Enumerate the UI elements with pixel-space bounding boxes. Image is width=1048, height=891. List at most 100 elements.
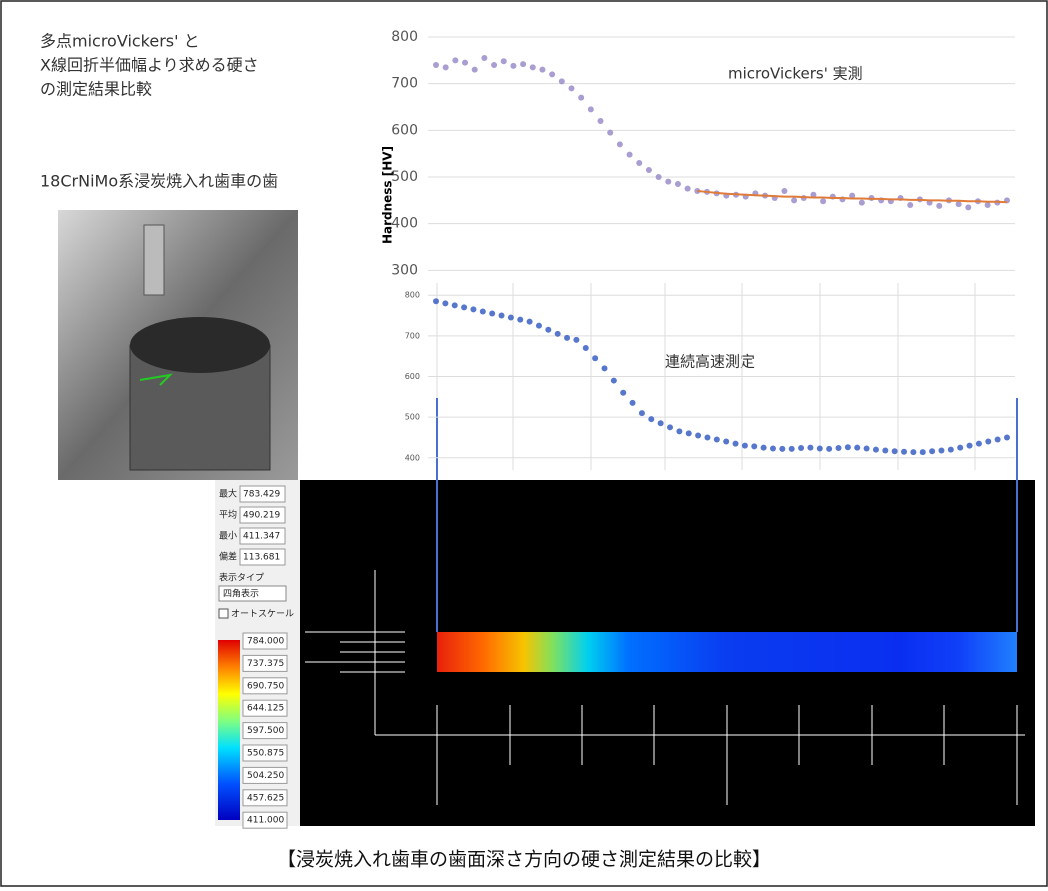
specimen xyxy=(130,317,270,373)
annotation: microVickers' 実測 xyxy=(728,65,863,83)
point xyxy=(598,118,604,124)
point xyxy=(510,63,516,69)
header: 多点microVickers' と X線回折半価幅より求める硬さ の測定結果比較… xyxy=(40,32,278,191)
colorbar-label: 784.000 xyxy=(247,637,284,647)
point xyxy=(675,181,681,187)
point xyxy=(501,58,507,64)
point xyxy=(520,61,526,67)
point xyxy=(530,64,536,70)
point xyxy=(826,446,832,452)
point xyxy=(472,67,478,73)
point xyxy=(491,62,497,68)
stat-label: 最大 xyxy=(219,488,237,500)
point xyxy=(470,306,476,312)
point xyxy=(499,313,505,319)
y-tick-label: 600 xyxy=(405,372,420,381)
y-tick-label: 800 xyxy=(391,29,418,45)
point xyxy=(517,317,523,323)
point xyxy=(995,437,1001,443)
point xyxy=(770,445,776,451)
point xyxy=(781,188,787,194)
header-line: X線回折半価幅より求める硬さ xyxy=(40,56,259,75)
point xyxy=(901,449,907,455)
point xyxy=(480,308,486,314)
caption: 【浸炭焼入れ歯車の歯面深さ方向の硬さ測定結果の比較】 xyxy=(277,849,771,871)
point xyxy=(564,335,570,341)
point xyxy=(817,445,823,451)
point xyxy=(733,441,739,447)
colorbar-label: 457.625 xyxy=(247,793,284,803)
y-tick-label: 500 xyxy=(391,169,418,185)
point xyxy=(549,71,555,77)
stat-value: 411.347 xyxy=(243,532,280,542)
point xyxy=(592,355,598,361)
stat-label: 平均 xyxy=(219,509,237,521)
point xyxy=(859,200,865,206)
checkbox[interactable] xyxy=(219,609,228,618)
checkbox-label: オートスケール xyxy=(231,609,294,620)
point xyxy=(559,78,565,84)
indenter xyxy=(144,225,164,295)
colorbar-label: 550.875 xyxy=(247,749,284,759)
point xyxy=(892,448,898,454)
point xyxy=(751,443,757,449)
point xyxy=(907,202,913,208)
point xyxy=(583,345,589,351)
point xyxy=(704,434,710,440)
point xyxy=(836,445,842,451)
point xyxy=(976,441,982,447)
point xyxy=(442,300,448,306)
point xyxy=(452,57,458,63)
point xyxy=(443,64,449,70)
label: 表示タイプ xyxy=(219,572,264,584)
point xyxy=(545,327,551,333)
point xyxy=(936,203,942,209)
point xyxy=(462,60,468,66)
point xyxy=(573,337,579,343)
point xyxy=(798,445,804,451)
heat-strip xyxy=(437,632,1017,672)
y-tick-label: 600 xyxy=(391,122,418,138)
point xyxy=(985,202,991,208)
photo xyxy=(58,210,298,480)
point xyxy=(873,447,879,453)
slide: 多点microVickers' と X線回折半価幅より求める硬さ の測定結果比較… xyxy=(0,0,1048,887)
stat-label: 偏差 xyxy=(219,551,237,563)
y-tick-label: 700 xyxy=(391,76,418,92)
point xyxy=(882,447,888,453)
point xyxy=(611,378,617,384)
y-tick-label: 400 xyxy=(391,216,418,232)
dropdown-value: 四角表示 xyxy=(223,588,259,600)
y-tick-label: 500 xyxy=(405,413,420,422)
point xyxy=(820,198,826,204)
point xyxy=(665,179,671,185)
point xyxy=(639,410,645,416)
point xyxy=(433,298,439,304)
point xyxy=(667,424,673,430)
point xyxy=(723,439,729,445)
point xyxy=(957,445,963,451)
colorbar-label: 690.750 xyxy=(247,681,284,691)
point xyxy=(617,141,623,147)
point xyxy=(985,439,991,445)
point xyxy=(578,95,584,101)
point xyxy=(630,400,636,406)
point xyxy=(807,445,813,451)
point xyxy=(588,106,594,112)
point xyxy=(636,160,642,166)
point xyxy=(555,331,561,337)
header-line: 多点microVickers' と xyxy=(40,32,200,51)
colorbar-label: 644.125 xyxy=(247,704,284,714)
point xyxy=(627,152,633,158)
point xyxy=(620,390,626,396)
photo-caption: 18CrNiMo系浸炭焼入れ歯車の歯 xyxy=(40,172,278,191)
point xyxy=(461,304,467,310)
point xyxy=(791,197,797,203)
header-line: の測定結果比較 xyxy=(40,80,152,99)
point xyxy=(965,204,971,210)
y-tick-label: 800 xyxy=(405,291,420,300)
point xyxy=(527,319,533,325)
stat-value: 490.219 xyxy=(243,511,280,521)
stat-value: 783.429 xyxy=(243,490,280,500)
stat-value: 113.681 xyxy=(243,553,280,563)
